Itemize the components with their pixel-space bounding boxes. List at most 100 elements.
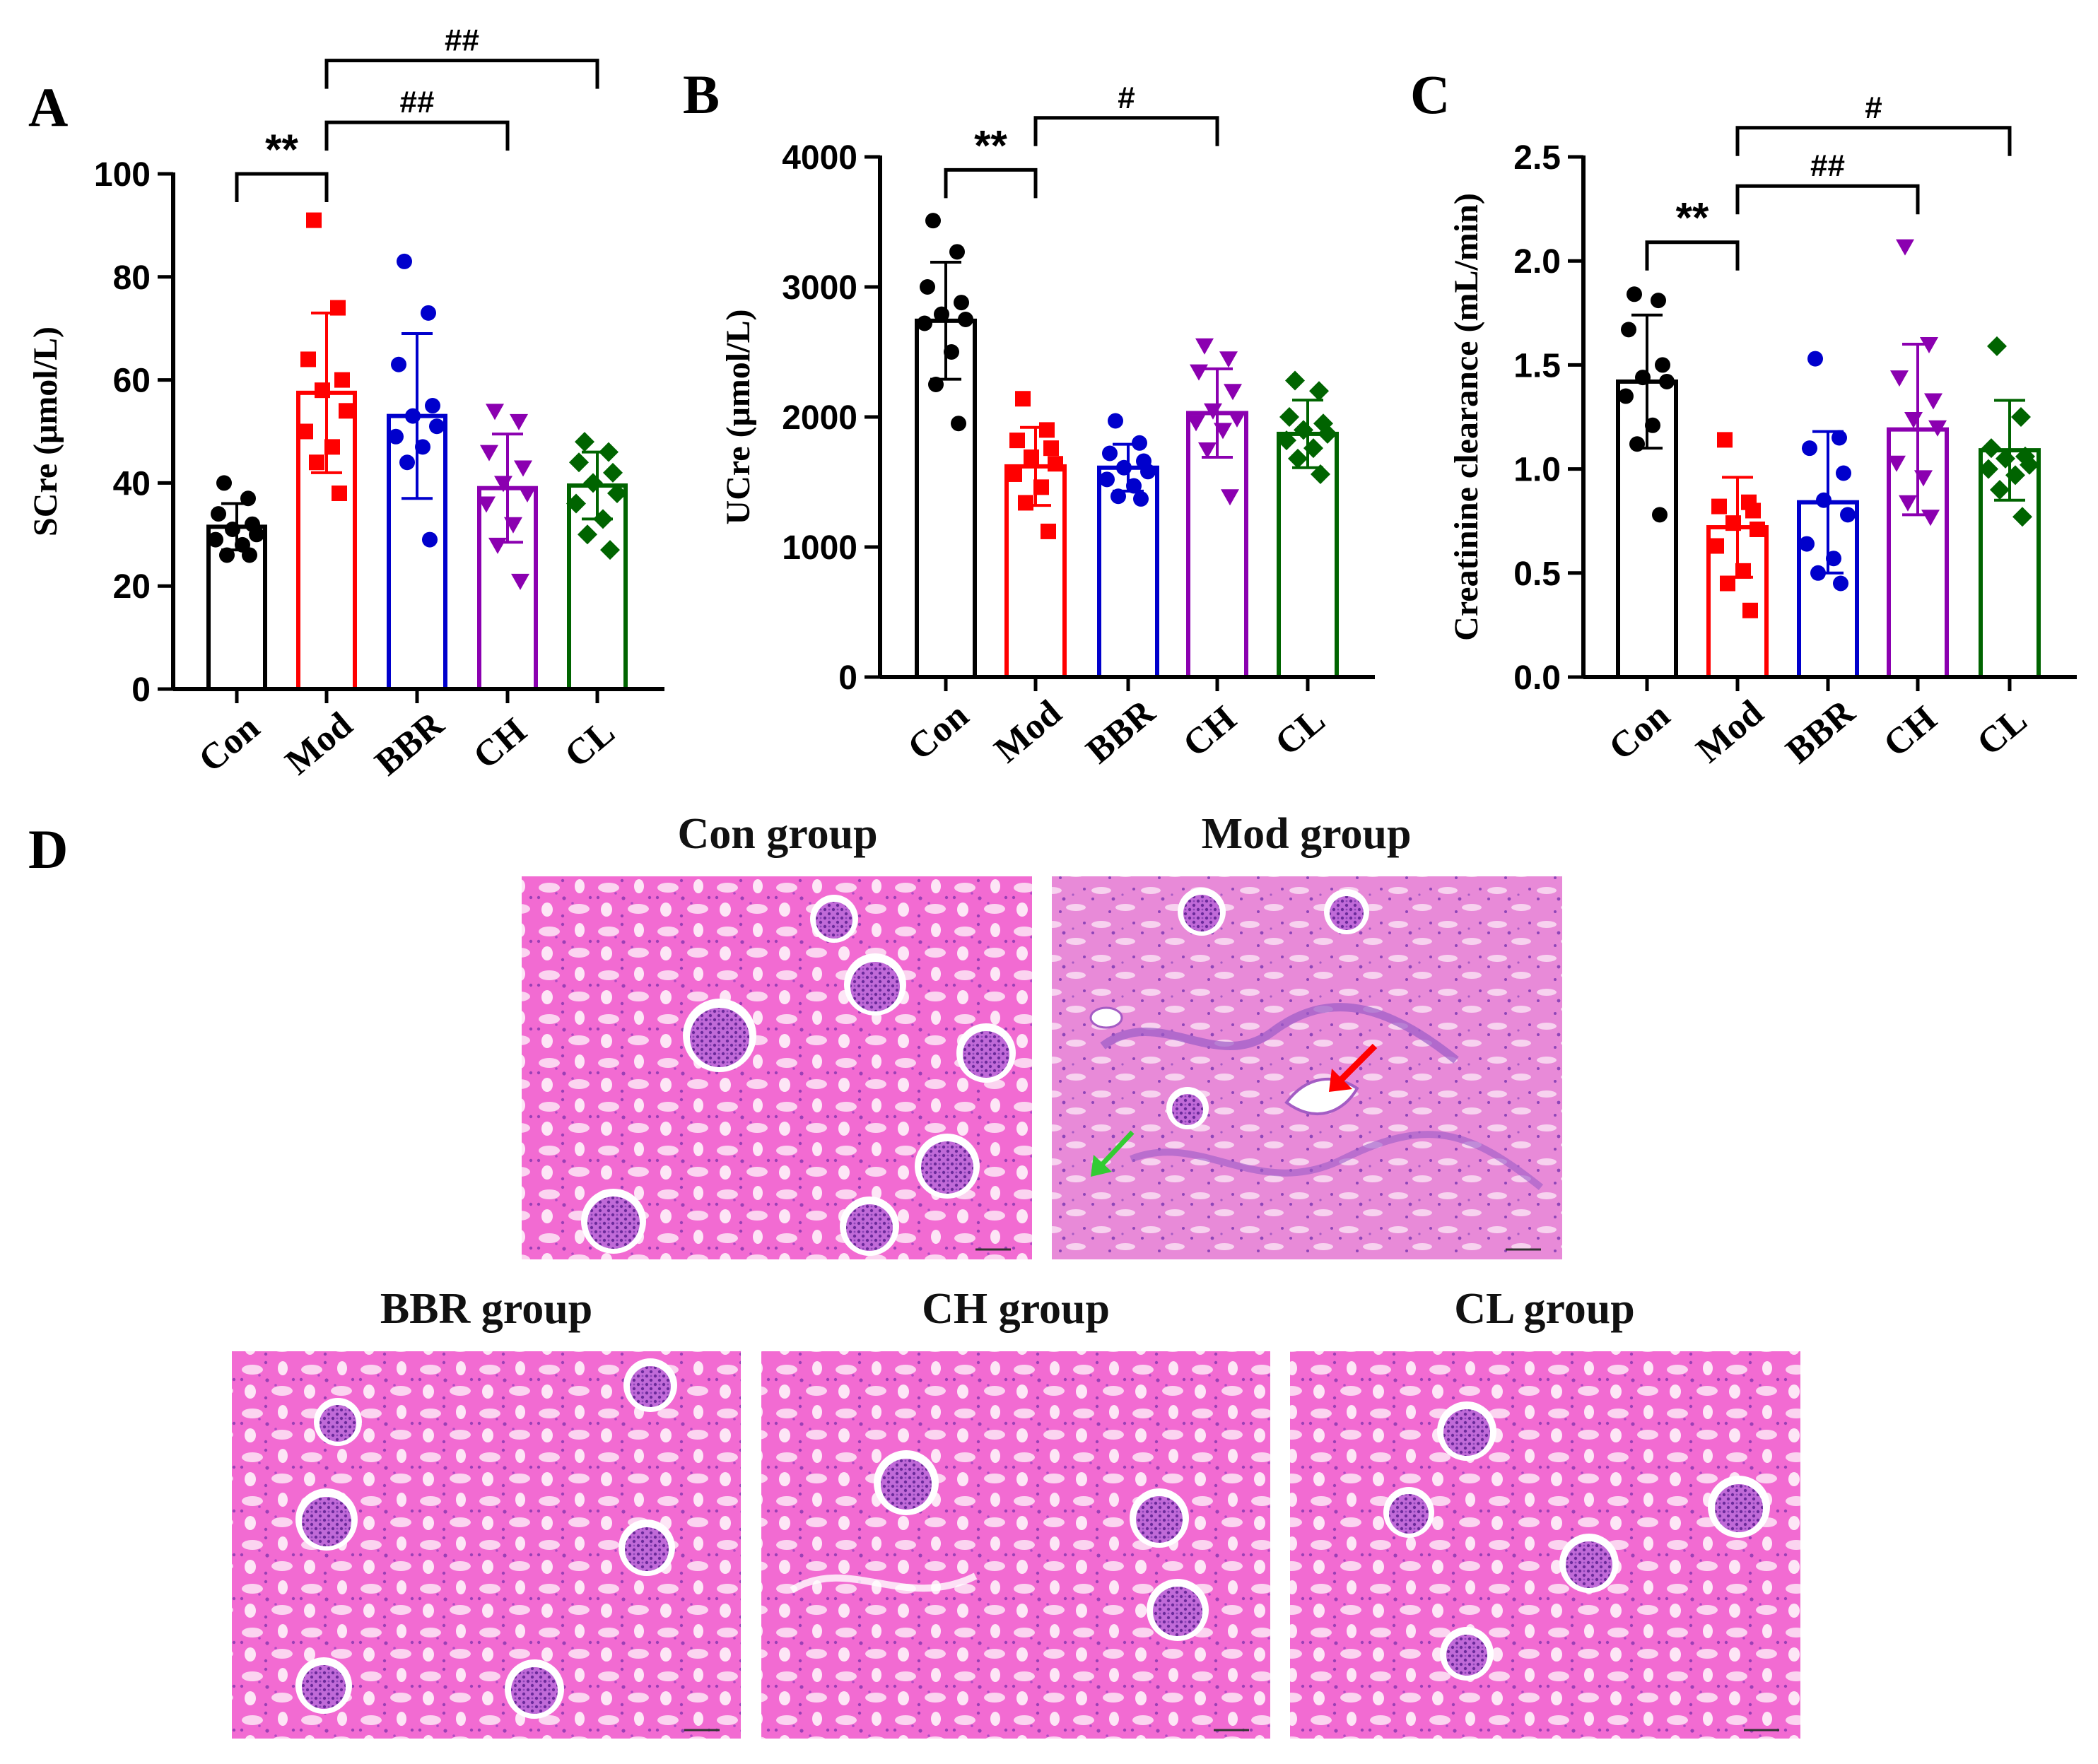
glomerulus <box>850 962 900 1011</box>
data-point <box>397 253 412 269</box>
data-point <box>920 279 935 295</box>
data-point <box>1198 442 1217 459</box>
data-point <box>1987 336 2007 356</box>
data-point <box>511 573 529 590</box>
data-point <box>2012 507 2032 527</box>
data-point <box>1277 430 1296 451</box>
data-point <box>1221 489 1239 506</box>
significance-bracket <box>324 59 599 89</box>
significance-bracket <box>1735 184 1920 215</box>
data-point <box>1285 370 1305 391</box>
data-point <box>1102 445 1118 461</box>
red-arrow <box>1329 1043 1378 1092</box>
glomerulus <box>587 1196 640 1249</box>
data-point <box>958 312 973 327</box>
data-point <box>486 404 504 421</box>
glomerulus-group-con <box>581 895 1016 1256</box>
x-tick-label-cl: CL <box>1267 700 1332 763</box>
glomerulus <box>1153 1587 1202 1636</box>
data-point <box>1711 498 1727 514</box>
significance-label: # <box>1118 81 1135 115</box>
y-tick-label: 60 <box>113 363 151 400</box>
data-point <box>1840 507 1856 523</box>
data-point <box>1816 492 1832 508</box>
y-tick-label: 0 <box>838 659 857 697</box>
data-point <box>578 524 597 545</box>
data-point <box>1735 563 1751 579</box>
histology-image-mod <box>1052 876 1562 1259</box>
data-point <box>216 475 232 491</box>
data-point <box>1890 370 1909 387</box>
glomerulus <box>881 1459 932 1510</box>
data-point <box>1228 411 1246 428</box>
significance-bracket <box>1033 116 1219 146</box>
data-point <box>1294 420 1313 440</box>
dilated-tubule <box>1089 1006 1123 1029</box>
data-point <box>309 454 324 471</box>
glomerulus <box>1446 1635 1487 1676</box>
x-tick-label-con: Con <box>1602 695 1678 768</box>
data-point <box>1311 464 1330 484</box>
data-point <box>1116 459 1132 476</box>
data-point <box>2011 407 2031 427</box>
glomerulus <box>690 1008 749 1067</box>
chart-b: Con Mod BBR CH CL 0 1000 2000 3000 4000 UCre (μmol… <box>720 81 1375 772</box>
data-point <box>599 442 619 462</box>
y-tick-label: 3000 <box>782 269 857 307</box>
panel-label-c: C <box>1410 64 1450 125</box>
data-point <box>306 212 322 228</box>
data-point <box>298 423 313 440</box>
significance-label: ** <box>265 126 298 173</box>
data-point <box>1195 338 1214 355</box>
x-tick-label-ch: CH <box>1876 698 1944 765</box>
y-tick-label: 0 <box>131 671 151 709</box>
glomerulus <box>1183 895 1220 931</box>
data-point <box>1921 510 1940 527</box>
data-point <box>504 517 522 534</box>
data-point <box>324 439 340 455</box>
histology-mod: Mod group <box>1052 810 1562 1259</box>
data-point <box>917 315 932 331</box>
data-point <box>1018 495 1033 511</box>
data-point <box>928 377 944 392</box>
y-tick-label: 1000 <box>782 529 857 567</box>
green-arrow <box>1091 1130 1135 1177</box>
data-point <box>405 408 421 424</box>
significance-bracket <box>235 172 329 202</box>
histology-ch: CH group <box>761 1285 1270 1739</box>
significance-label: ** <box>1676 194 1709 242</box>
y-tick-label: 0.5 <box>1513 555 1561 593</box>
data-point <box>518 486 537 502</box>
data-point <box>1621 322 1636 338</box>
data-point <box>1651 293 1666 309</box>
data-point <box>429 418 445 435</box>
glomerulus <box>846 1204 893 1251</box>
panel-label-b: B <box>683 64 720 125</box>
chart-c: Con Mod BBR CH CL 0.0 0.5 1.0 1.5 2.0 2.5 Creatinin… <box>1448 90 2077 772</box>
data-point <box>388 428 404 445</box>
significance-label: ## <box>1810 148 1845 183</box>
histology-cl: CL group <box>1290 1285 1800 1739</box>
x-tick-label-con: Con <box>901 695 977 768</box>
data-point <box>1132 435 1147 451</box>
y-axis-label: UCre (μmol/L) <box>720 310 757 525</box>
data-point <box>315 382 330 399</box>
data-point <box>1303 438 1323 459</box>
data-point <box>300 351 316 368</box>
y-tick-label: 1.0 <box>1513 452 1561 489</box>
histology-title-cl: CL group <box>1454 1285 1635 1333</box>
data-point <box>1826 551 1841 567</box>
data-point <box>219 547 235 563</box>
significance-bracket <box>1735 126 2012 156</box>
data-point <box>480 445 498 461</box>
significance-bracket <box>1645 240 1740 271</box>
data-point <box>1190 364 1208 381</box>
x-tick-label-con: Con <box>192 707 268 780</box>
data-point <box>1288 448 1308 469</box>
data-point <box>1309 381 1329 401</box>
histology-title-con: Con group <box>677 810 877 858</box>
glomerulus <box>630 1366 671 1407</box>
data-point <box>1645 417 1660 433</box>
data-point <box>425 398 440 414</box>
glomerulus <box>320 1405 356 1442</box>
